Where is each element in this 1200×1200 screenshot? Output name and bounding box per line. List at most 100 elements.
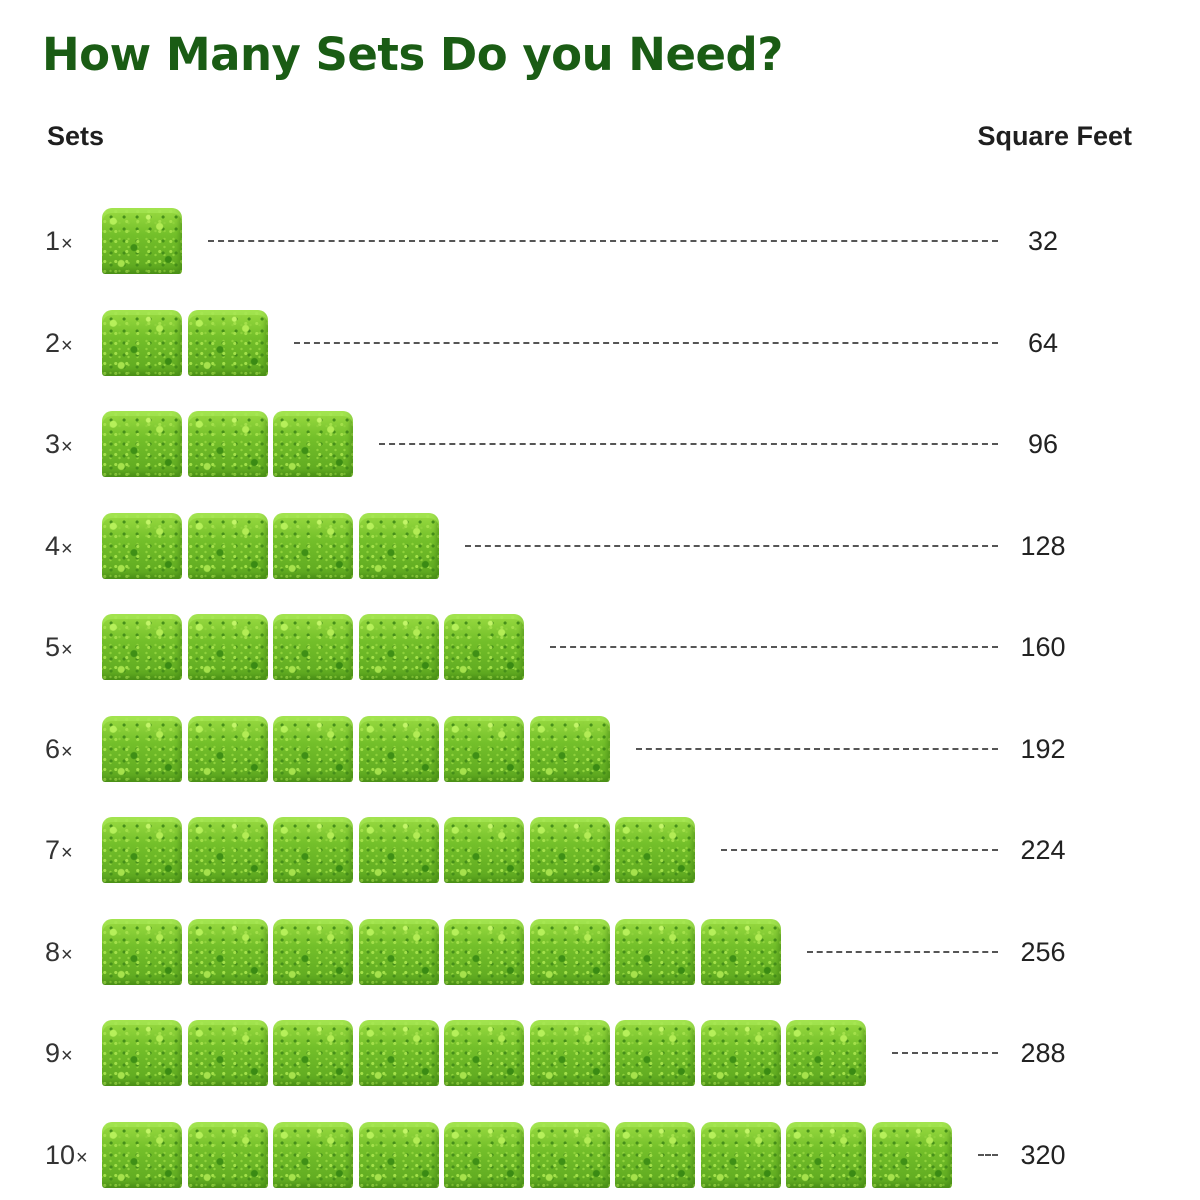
grass-panel-icon — [187, 411, 268, 477]
grass-tiles — [102, 512, 444, 579]
sets-count-label: 4× — [45, 511, 73, 581]
grass-panel-icon — [529, 1121, 610, 1188]
grass-tiles — [102, 715, 615, 782]
square-feet-value: 64 — [1027, 327, 1059, 358]
grass-panel-icon — [273, 411, 353, 477]
grass-tiles — [102, 1020, 872, 1086]
leader-line — [379, 443, 998, 445]
sets-count: 6 — [45, 733, 61, 764]
grass-panel-icon — [358, 817, 439, 883]
grass-panel-icon — [102, 512, 182, 579]
grass-tiles — [102, 411, 359, 477]
leader-line — [635, 747, 998, 750]
leader-line — [293, 341, 998, 344]
grass-panel-icon — [102, 715, 182, 782]
grass-panel-icon — [444, 614, 524, 680]
sets-count-label: 1× — [45, 206, 73, 276]
grass-panel-icon — [444, 1020, 524, 1086]
multiply-symbol: × — [61, 537, 73, 560]
sets-count: 1 — [45, 226, 61, 256]
grass-panel-icon — [102, 309, 182, 376]
grass-panel-icon — [529, 715, 610, 782]
table-row: 9× 288 — [0, 1018, 1200, 1088]
sets-count: 8 — [45, 936, 61, 967]
grass-panel-icon — [700, 1121, 781, 1188]
multiply-symbol: × — [61, 943, 73, 966]
grass-panel-icon — [700, 918, 781, 985]
sets-count-label: 10× — [45, 1120, 88, 1190]
grass-panel-icon — [187, 1121, 268, 1188]
multiply-symbol: × — [61, 436, 73, 458]
grass-tiles — [102, 309, 273, 376]
square-feet-value: 192 — [1020, 733, 1066, 764]
sets-count-label: 9× — [45, 1018, 73, 1088]
multiply-symbol: × — [61, 740, 73, 763]
grass-tiles — [102, 918, 786, 985]
grass-panel-icon — [273, 1020, 353, 1086]
square-feet-value: 128 — [1020, 530, 1066, 561]
table-row: 10× 320 — [0, 1120, 1200, 1190]
grass-panel-icon — [358, 512, 439, 579]
square-feet-value: 224 — [1020, 835, 1066, 865]
grass-panel-icon — [273, 715, 353, 782]
table-row: 5× 160 — [0, 612, 1200, 682]
square-feet-value: 320 — [1020, 1139, 1066, 1170]
grass-panel-icon — [444, 715, 524, 782]
grass-panel-icon — [273, 918, 353, 985]
multiply-symbol: × — [61, 639, 73, 661]
grass-panel-icon — [102, 614, 182, 680]
grass-panel-icon — [273, 614, 353, 680]
grass-panel-icon — [358, 715, 439, 782]
grass-panel-icon — [444, 918, 524, 985]
sets-column-header: Sets — [47, 121, 105, 151]
table-row: 2× 64 — [0, 308, 1200, 378]
table-row: 3× 96 — [0, 409, 1200, 479]
square-feet-column-header: Square Feet — [977, 121, 1132, 151]
grass-panel-icon — [700, 1020, 781, 1086]
multiply-symbol: × — [61, 1045, 73, 1067]
grass-panel-icon — [529, 817, 610, 883]
sets-count: 4 — [45, 530, 61, 561]
grass-panel-icon — [102, 208, 182, 274]
sets-count-label: 5× — [45, 612, 73, 682]
leader-line — [464, 544, 998, 547]
table-row: 7× 224 — [0, 815, 1200, 885]
sets-count: 9 — [45, 1038, 61, 1068]
grass-panel-icon — [273, 1121, 353, 1188]
sets-count: 5 — [45, 632, 61, 662]
grass-panel-icon — [786, 1020, 866, 1086]
grass-panel-icon — [615, 817, 695, 883]
leader-line — [721, 849, 998, 851]
square-feet-value: 256 — [1020, 936, 1066, 967]
grass-panel-icon — [358, 1121, 439, 1188]
multiply-symbol: × — [61, 334, 73, 357]
grass-panel-icon — [187, 817, 268, 883]
leader-line — [208, 240, 998, 242]
table-row: 8× 256 — [0, 917, 1200, 987]
grass-panel-icon — [187, 512, 268, 579]
leader-line — [806, 950, 998, 953]
grass-tiles — [102, 1121, 957, 1188]
leader-line — [892, 1052, 998, 1054]
grass-panel-icon — [615, 918, 695, 985]
grass-panel-icon — [358, 918, 439, 985]
grass-tiles — [102, 208, 188, 274]
sets-count: 2 — [45, 327, 61, 358]
grass-panel-icon — [444, 1121, 524, 1188]
grass-panel-icon — [102, 1121, 182, 1188]
grass-panel-icon — [102, 1020, 182, 1086]
grass-panel-icon — [786, 1121, 866, 1188]
grass-panel-icon — [102, 918, 182, 985]
grass-panel-icon — [529, 918, 610, 985]
grass-panel-icon — [187, 309, 268, 376]
sets-count: 10 — [45, 1139, 76, 1170]
grass-panel-icon — [358, 1020, 439, 1086]
multiply-symbol: × — [61, 233, 73, 255]
page-title: How Many Sets Do you Need? — [42, 28, 783, 81]
multiply-symbol: × — [76, 1146, 88, 1169]
sets-count: 7 — [45, 835, 61, 865]
grass-panel-icon — [102, 817, 182, 883]
sets-count-label: 6× — [45, 714, 73, 784]
grass-panel-icon — [187, 918, 268, 985]
